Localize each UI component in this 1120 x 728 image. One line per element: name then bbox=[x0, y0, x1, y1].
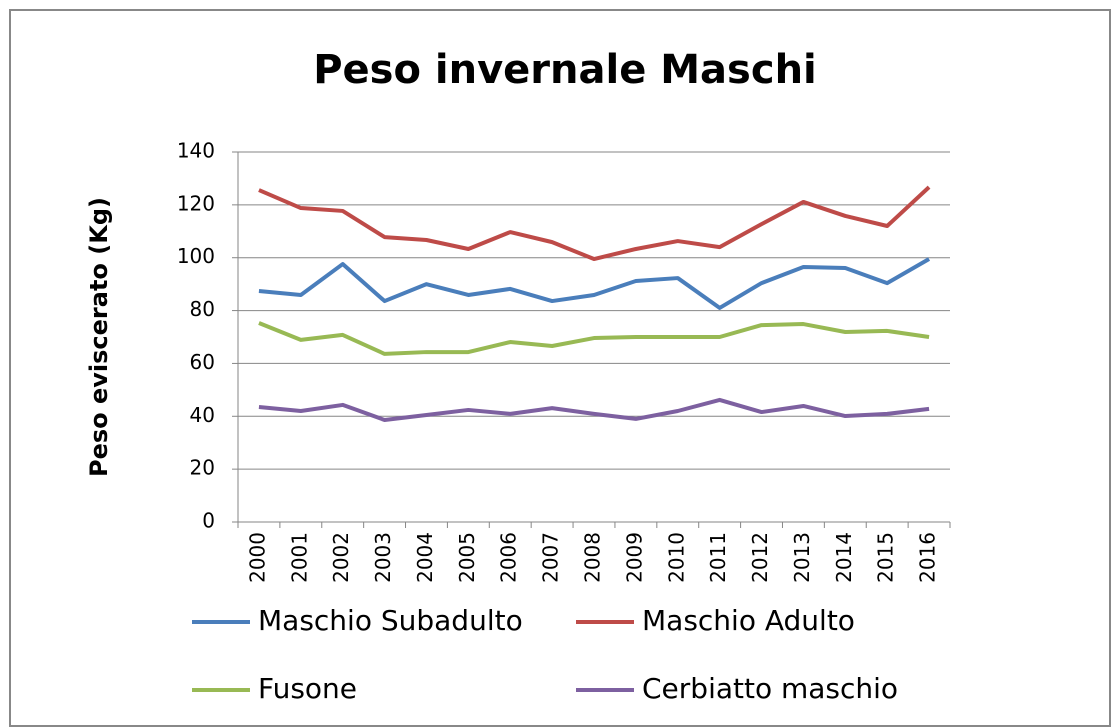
series-line bbox=[258, 257, 931, 310]
x-tick-label: 2002 bbox=[329, 532, 353, 583]
x-tick-label: 2007 bbox=[539, 532, 563, 583]
x-tick-label: 2005 bbox=[455, 532, 479, 583]
y-tick-label: 100 bbox=[177, 244, 215, 268]
x-tick-label: 2012 bbox=[748, 532, 772, 583]
y-axis-label: Peso eviscerato (Kg) bbox=[85, 197, 113, 477]
series-line bbox=[258, 321, 930, 356]
x-tick-label: 2008 bbox=[581, 532, 605, 583]
y-tick-label: 140 bbox=[177, 139, 215, 163]
y-tick-label: 60 bbox=[190, 350, 215, 374]
y-tick-label: 0 bbox=[202, 509, 215, 533]
x-tick-label: 2010 bbox=[664, 532, 688, 583]
legend-label: Maschio Adulto bbox=[642, 604, 855, 637]
chart-frame bbox=[9, 9, 1111, 727]
legend-label: Cerbiatto maschio bbox=[642, 672, 898, 705]
x-tick-label: 2004 bbox=[413, 532, 437, 583]
x-tick-label: 2009 bbox=[622, 532, 646, 583]
y-tick-label: 120 bbox=[177, 191, 215, 215]
y-tick-label: 80 bbox=[190, 297, 215, 321]
x-tick-label: 2001 bbox=[287, 532, 311, 583]
x-tick-label: 2006 bbox=[497, 532, 521, 583]
chart-title: Peso invernale Maschi bbox=[313, 47, 817, 93]
y-tick-label: 20 bbox=[190, 456, 215, 480]
y-tick-label: 40 bbox=[190, 403, 215, 427]
series-line bbox=[258, 185, 931, 262]
x-tick-label: 2011 bbox=[706, 532, 730, 583]
series-line bbox=[258, 397, 930, 422]
x-tick-label: 2015 bbox=[874, 532, 898, 583]
legend-label: Fusone bbox=[258, 672, 357, 705]
x-tick-label: 2000 bbox=[245, 532, 269, 583]
x-tick-label: 2014 bbox=[832, 532, 856, 583]
legend-label: Maschio Subadulto bbox=[258, 604, 523, 637]
x-tick-label: 2003 bbox=[371, 532, 395, 583]
x-tick-label: 2013 bbox=[790, 532, 814, 583]
x-tick-label: 2016 bbox=[916, 532, 940, 583]
